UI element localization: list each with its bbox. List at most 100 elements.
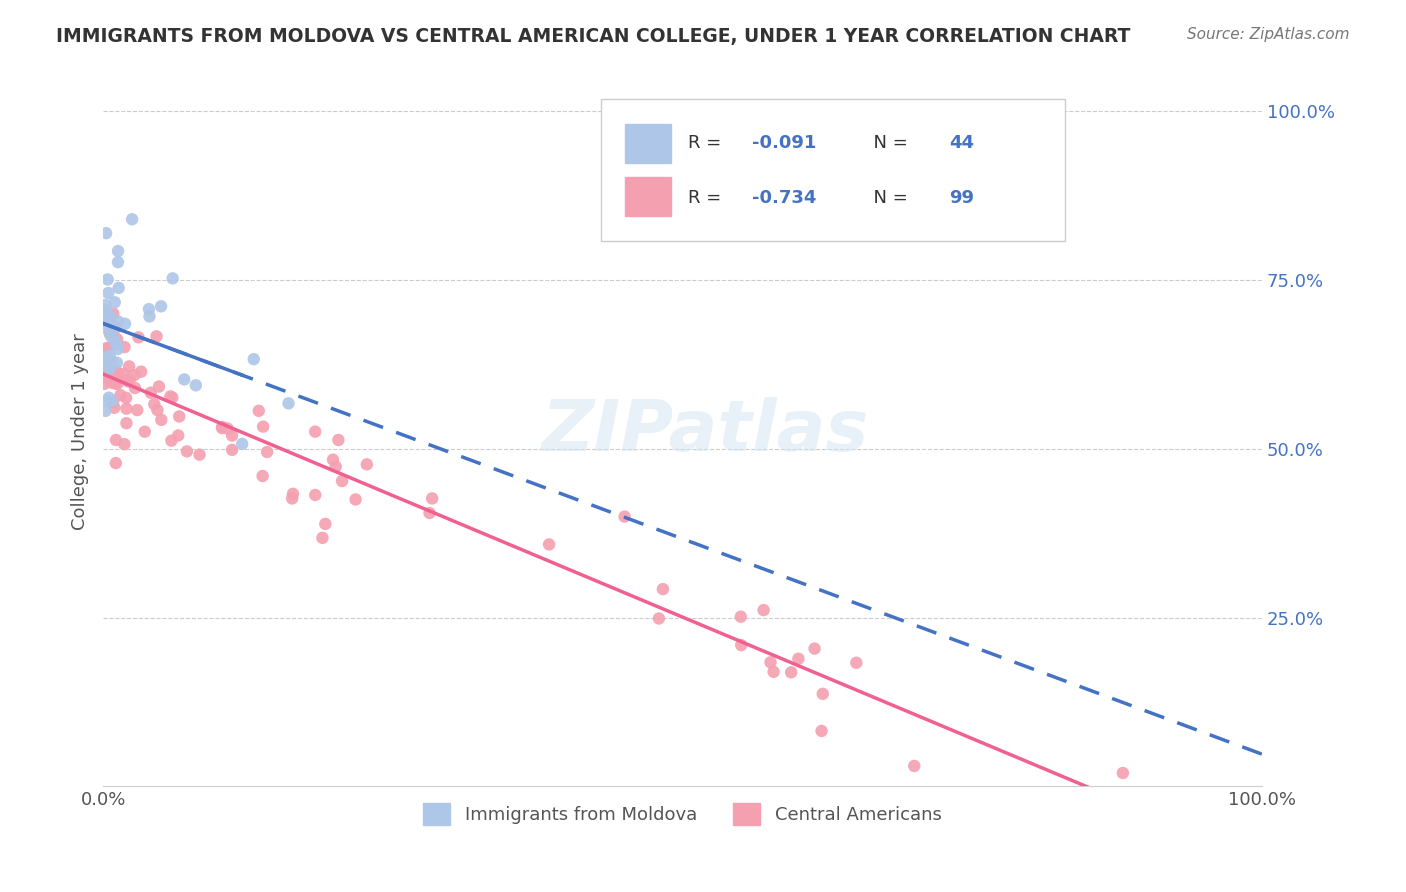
Point [787, 652, 810, 666]
Point [325, 459, 347, 474]
Point [139, 385, 162, 400]
Point [103, 321, 125, 335]
Point [104, 320, 127, 334]
Point [117, 375, 139, 389]
Point [94, 298, 117, 312]
Point [146, 403, 169, 417]
Point [115, 373, 138, 387]
Point [107, 342, 129, 356]
Point [101, 393, 124, 408]
Point [100, 329, 122, 343]
Text: N =: N = [862, 189, 914, 207]
Point [97, 391, 120, 405]
Text: ZIPatlas: ZIPatlas [541, 398, 869, 467]
Point [93, 351, 115, 365]
Point [103, 401, 125, 415]
Point [845, 656, 868, 670]
Point [107, 368, 129, 383]
Point [903, 759, 925, 773]
Point [118, 359, 141, 374]
Point [145, 329, 167, 343]
Point [114, 340, 136, 354]
Point [811, 687, 834, 701]
Point [247, 404, 270, 418]
Point [107, 244, 129, 258]
Point [100, 376, 122, 390]
Point [304, 425, 326, 439]
Point [98, 349, 121, 363]
Point [98, 367, 121, 381]
Bar [624, 123, 671, 162]
Point [159, 389, 181, 403]
Point [311, 531, 333, 545]
Point [101, 395, 124, 409]
Text: 44: 44 [949, 134, 974, 152]
Point [96, 359, 118, 373]
Point [613, 509, 636, 524]
Point [167, 428, 190, 442]
Point [328, 433, 350, 447]
Point [252, 469, 274, 483]
Point [217, 421, 239, 435]
Point [173, 372, 195, 386]
Point [105, 356, 128, 370]
Point [98, 359, 121, 373]
Point [127, 330, 149, 344]
Point [94, 343, 117, 358]
Point [167, 409, 190, 424]
Point [107, 372, 129, 386]
Point [420, 491, 443, 506]
Point [97, 352, 120, 367]
Point [105, 332, 128, 346]
Point [98, 361, 121, 376]
Point [752, 603, 775, 617]
FancyBboxPatch shape [602, 99, 1064, 241]
Point [184, 378, 207, 392]
Point [730, 638, 752, 652]
Point [252, 419, 274, 434]
Point [98, 312, 121, 326]
Point [115, 416, 138, 430]
Point [277, 396, 299, 410]
Point [356, 458, 378, 472]
Point [330, 474, 353, 488]
Point [112, 367, 135, 381]
Point [221, 428, 243, 442]
Point [211, 421, 233, 435]
Y-axis label: College, Under 1 year: College, Under 1 year [72, 334, 89, 531]
Point [322, 452, 344, 467]
Point [121, 212, 143, 227]
Text: R =: R = [689, 134, 727, 152]
Point [96, 306, 118, 320]
Point [803, 641, 825, 656]
Point [304, 488, 326, 502]
Point [94, 226, 117, 240]
Point [104, 376, 127, 391]
Point [115, 391, 138, 405]
Point [97, 285, 120, 300]
Point [418, 506, 440, 520]
Point [810, 723, 832, 738]
Point [129, 365, 152, 379]
Point [104, 433, 127, 447]
Point [97, 341, 120, 355]
Text: 99: 99 [949, 189, 974, 207]
Point [138, 310, 160, 324]
Point [105, 337, 128, 351]
Point [108, 369, 131, 384]
Point [94, 342, 117, 356]
Point [730, 609, 752, 624]
Point [104, 334, 127, 349]
Point [127, 403, 149, 417]
Point [150, 299, 173, 313]
Bar [624, 177, 671, 216]
Point [118, 373, 141, 387]
Point [110, 388, 132, 402]
Point [160, 434, 183, 448]
Point [103, 307, 125, 321]
Point [162, 391, 184, 405]
Point [107, 366, 129, 380]
Legend: Immigrants from Moldova, Central Americans: Immigrants from Moldova, Central America… [415, 794, 950, 834]
Point [97, 272, 120, 286]
Text: -0.734: -0.734 [752, 189, 817, 207]
